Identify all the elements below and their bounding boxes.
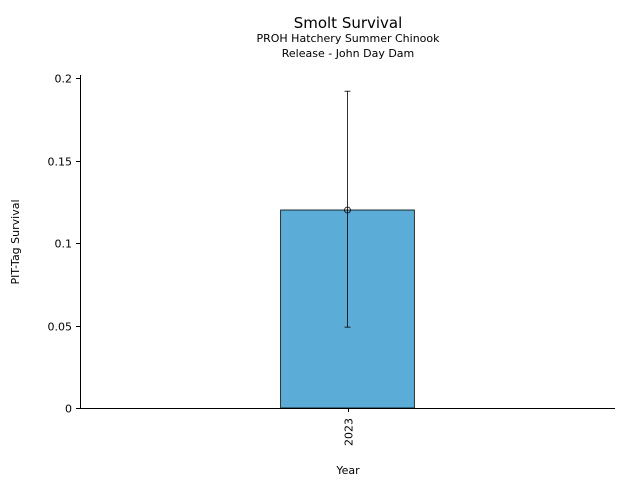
error-bars <box>344 90 351 328</box>
chart-subtitle-line-2: Release - John Day Dam <box>282 47 415 60</box>
chart-subtitle-line-1: PROH Hatchery Summer Chinook <box>256 32 440 45</box>
y-tick-label: 0.2 <box>55 73 73 86</box>
y-tick-label: 0.1 <box>55 238 73 251</box>
data-point <box>344 206 351 214</box>
x-tick-label: 2023 <box>343 418 356 446</box>
x-axis-label: Year <box>335 464 360 477</box>
x-axis-ticks: 2023 <box>343 408 356 446</box>
y-axis-ticks: 0 0.05 0.1 0.15 0.2 <box>48 73 80 416</box>
y-tick-label: 0.15 <box>48 156 73 169</box>
chart-title: Smolt Survival <box>294 14 403 32</box>
y-tick-label: 0.05 <box>48 321 73 334</box>
y-tick-label: 0 <box>65 403 72 416</box>
y-axis-label: PIT-Tag Survival <box>9 199 22 284</box>
